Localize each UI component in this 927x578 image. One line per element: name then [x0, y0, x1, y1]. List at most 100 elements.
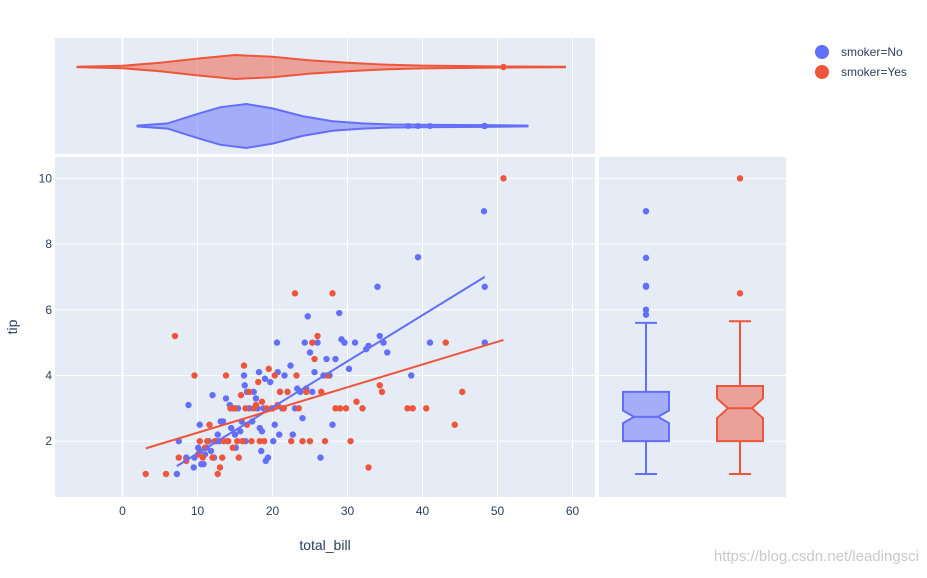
scatter-point-yes [175, 454, 182, 461]
scatter-point-no [207, 447, 215, 455]
scatter-point-no [252, 395, 260, 402]
scatter-point-yes [288, 437, 295, 445]
legend-label-no: smoker=No [841, 45, 903, 59]
scatter-point-no [241, 382, 248, 389]
scatter-point-no [258, 428, 266, 435]
legend-item-smoker-no[interactable]: smoker=No [812, 42, 907, 62]
scatter-point-no [273, 339, 281, 346]
scatter-point-yes [227, 405, 234, 412]
watermark: https://blog.csdn.net/leadingsci [713, 548, 919, 565]
legend-swatch-no [815, 45, 829, 59]
scatter-point-yes [265, 365, 272, 373]
scatter-point-yes [306, 437, 314, 445]
scatter-point-yes [309, 339, 316, 346]
scatter-point-no [289, 431, 296, 438]
scatter-point-yes [209, 454, 216, 461]
scatter-point-yes [459, 388, 466, 396]
y-tick-label: 2 [45, 434, 52, 448]
scatter-point-no [276, 431, 283, 438]
y-tick-label: 10 [39, 171, 53, 185]
scatter-point-yes [442, 339, 449, 346]
scatter-point-no [240, 372, 248, 379]
scatter-point-no [408, 372, 415, 379]
scatter-point-yes [299, 437, 306, 445]
scatter-point-yes [261, 437, 268, 445]
scatter-point-no [481, 283, 488, 290]
y-axis-title: tip [4, 319, 20, 334]
scatter-point-no [317, 454, 324, 461]
scatter-point-yes [219, 454, 226, 461]
scatter-point-yes [222, 372, 230, 379]
scatter-point-no [250, 388, 257, 396]
scatter-point-no [185, 401, 192, 409]
trendline-no [176, 276, 486, 467]
scatter-point-no [255, 368, 263, 376]
violin-outlier-no [405, 123, 412, 129]
violin-yes [76, 53, 566, 81]
scatter-point-no [214, 431, 221, 438]
violin-no [136, 102, 529, 150]
scatter-point-yes [231, 405, 239, 412]
scatter-point-yes [142, 470, 149, 478]
legend: smoker=No smoker=Yes [812, 42, 907, 82]
scatter-point-yes [235, 454, 242, 461]
scatter-point-yes [500, 175, 507, 182]
scatter-point-no [237, 428, 244, 435]
scatter-point-yes [258, 398, 266, 405]
legend-item-smoker-yes[interactable]: smoker=Yes [812, 62, 907, 82]
scatter-point-yes [359, 405, 366, 412]
scatter-point-no [351, 339, 359, 346]
x-tick-label: 30 [341, 504, 355, 518]
scatter-point-yes [284, 388, 291, 396]
violin-outlier-no [427, 123, 433, 129]
scatter-point-yes [204, 437, 211, 445]
scatter-point-no [306, 349, 314, 356]
scatter-point-yes [216, 464, 224, 471]
scatter-point-no [311, 368, 318, 376]
scatter-point-no [329, 421, 336, 428]
scatter-point-no [314, 339, 321, 346]
violin-outlier-no [415, 123, 421, 129]
scatter-point-yes [336, 405, 344, 412]
scatter-point-yes [365, 464, 372, 471]
scatter-point-no [196, 421, 203, 428]
scatter-point-yes [332, 405, 339, 412]
violin-point-no [481, 122, 488, 130]
legend-label-yes: smoker=Yes [841, 65, 907, 79]
violin-point-yes [500, 63, 507, 71]
scatter-point-yes [276, 388, 284, 396]
scatter-point-yes [271, 372, 278, 379]
scatter-point-yes [423, 405, 430, 412]
scatter-point-yes [242, 405, 249, 412]
scatter-point-yes [256, 437, 263, 445]
scatter-point-yes [342, 405, 350, 412]
x-tick-label: 10 [191, 504, 205, 518]
y-tick-label: 8 [45, 237, 52, 251]
scatter-point-yes [239, 437, 246, 445]
scatter-point-no [374, 283, 381, 290]
box-outlier-no [642, 208, 650, 215]
box-outlier-no [642, 311, 650, 318]
scatter-point-no [341, 339, 348, 346]
scatter-point-yes [353, 398, 360, 405]
scatter-point-no [271, 421, 278, 428]
scatter-point-no [384, 349, 391, 356]
scatter-point-yes [252, 401, 260, 409]
scatter-point-yes [303, 388, 310, 396]
scatter-point-yes [162, 470, 170, 478]
scatter-point-yes [206, 421, 213, 428]
scatter-point-no [301, 339, 308, 346]
scatter-point-no [190, 464, 197, 471]
scatter-point-no [261, 375, 269, 382]
scatter-point-yes [311, 355, 318, 363]
x-tick-label: 60 [566, 504, 580, 518]
y-tick-label: 6 [45, 303, 52, 317]
top-marginal-area [55, 38, 595, 154]
scatter-point-no [258, 447, 265, 455]
scatter-point-yes [220, 437, 227, 445]
scatter-point-no [281, 372, 288, 379]
box-outlier-yes [736, 175, 744, 182]
scatter-point-yes [293, 372, 300, 379]
scatter-point-yes [214, 470, 221, 478]
